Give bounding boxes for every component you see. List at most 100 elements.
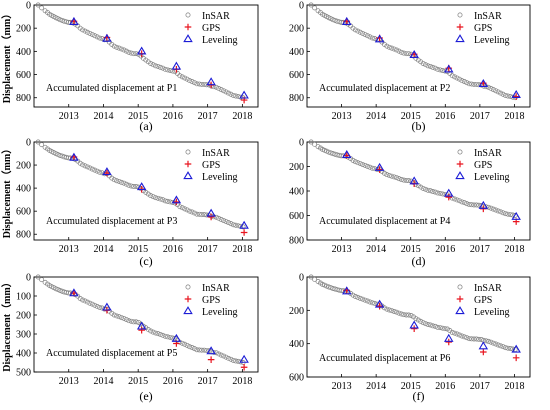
insar-point (182, 75, 188, 81)
series-leveling (341, 149, 521, 220)
insar-point (191, 210, 197, 216)
insar-point (230, 357, 236, 363)
insar-point (177, 73, 183, 79)
insar-point (401, 50, 407, 56)
insar-point (85, 29, 90, 35)
insar-point (116, 178, 122, 184)
insar-point (457, 149, 463, 155)
insar-point (398, 177, 404, 182)
y-axis-label: Displacement（mm） (0, 9, 13, 103)
insar-point (507, 212, 513, 218)
insar-point (182, 206, 188, 212)
insar-point (442, 68, 448, 74)
insar-point (352, 27, 358, 33)
leveling-point (341, 286, 352, 295)
insar-point (121, 315, 127, 321)
insar-point (233, 358, 239, 364)
insar-point (92, 167, 98, 173)
x-tick-label: 2013 (59, 244, 79, 255)
insar-point (308, 139, 314, 145)
insar-point (109, 175, 115, 181)
insar-point (495, 208, 501, 214)
gps-point (240, 229, 248, 236)
insar-point (394, 175, 399, 181)
leveling-point (183, 34, 193, 43)
insar-point (503, 92, 508, 98)
insar-point (440, 191, 445, 197)
insar-point (338, 19, 344, 25)
plot-frame (33, 141, 259, 241)
gps-point (456, 23, 464, 31)
insar-point (461, 200, 467, 206)
insar-point (65, 19, 71, 25)
insar-point (221, 353, 227, 359)
gps-point (480, 348, 487, 356)
leveling-point (478, 200, 489, 209)
insar-point (420, 61, 426, 66)
series-leveling (69, 16, 249, 99)
leveling-point (443, 64, 454, 73)
insar-point (82, 298, 88, 304)
insar-point (53, 286, 59, 292)
insar-point (459, 78, 465, 84)
insar-point (367, 164, 373, 170)
legend-label: InSAR (202, 148, 230, 159)
gps-point (138, 326, 145, 334)
insar-point (223, 89, 229, 95)
y-tick-label: 300 (16, 330, 31, 341)
leveling-point (239, 354, 249, 363)
insar-point (396, 48, 402, 54)
x-tick-label: 2016 (435, 244, 455, 255)
x-tick-label: 2014 (366, 111, 386, 122)
insar-point (427, 63, 433, 69)
insar-point (440, 68, 445, 73)
gps-point (184, 295, 192, 303)
panel-caption: (f) (413, 389, 425, 403)
insar-point (357, 29, 363, 35)
insar-point (425, 63, 431, 69)
insar-point (153, 195, 159, 201)
y-tick-label: 600 (289, 211, 304, 222)
insar-point (119, 315, 124, 321)
insar-point (167, 334, 173, 340)
insar-point (121, 47, 127, 53)
insar-point (507, 346, 513, 351)
insar-point (357, 295, 363, 301)
insar-point (312, 141, 318, 147)
insar-point (408, 313, 414, 318)
insar-point (435, 66, 441, 72)
insar-point (89, 301, 95, 307)
x-tick-label: 2015 (128, 376, 148, 387)
insar-point (194, 81, 200, 87)
insar-point (457, 284, 463, 290)
insar-point (82, 28, 88, 34)
insar-point (315, 279, 321, 284)
insar-point (500, 91, 506, 97)
x-tick-label: 2015 (401, 244, 421, 255)
insar-point (430, 323, 436, 329)
insar-point (488, 86, 494, 91)
insar-point (39, 5, 45, 11)
insar-point (187, 344, 193, 350)
insar-point (131, 184, 137, 189)
x-tick-label: 2016 (163, 376, 183, 387)
legend-label: GPS (202, 295, 220, 306)
insar-point (454, 197, 460, 203)
insar-point (330, 17, 336, 23)
insar-point (201, 347, 207, 353)
gps-point (240, 363, 248, 371)
insar-point (179, 340, 185, 346)
plot-frame (306, 276, 531, 378)
leveling-point (374, 299, 385, 308)
legend-label: GPS (202, 23, 220, 34)
insar-point (157, 332, 163, 338)
insar-point (160, 332, 166, 338)
insar-point (226, 90, 231, 96)
y-tick-label: 600 (289, 70, 304, 81)
series-leveling (69, 152, 249, 229)
leveling-point (136, 182, 147, 191)
x-tick-label: 2017 (198, 376, 218, 387)
legend-label: GPS (474, 23, 492, 34)
insar-point (150, 62, 156, 68)
